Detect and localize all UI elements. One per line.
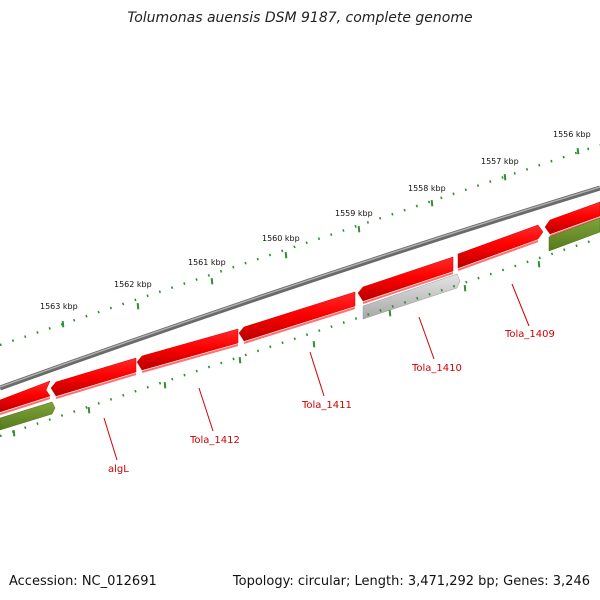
- gene-label-tola-1411: Tola_1411: [301, 400, 352, 411]
- ruler-label: 1556 kbp: [553, 130, 591, 139]
- ruler-label: 1562 kbp: [114, 280, 152, 289]
- gene-label-tola-1410: Tola_1410: [411, 363, 462, 374]
- gene-label-tola-1412: Tola_1412: [189, 435, 240, 446]
- gene-green-arrow: [548, 217, 600, 252]
- gene-green-arrow: [0, 401, 56, 431]
- ruler-label: 1560 kbp: [262, 234, 300, 243]
- gene-cds-arrow: [357, 256, 454, 304]
- ruler-major-tick: [537, 261, 541, 268]
- ruler-major-tick: [210, 278, 214, 285]
- ruler-major-tick: [238, 357, 242, 364]
- ruler-major-tick: [163, 382, 167, 389]
- leader-line: [511, 283, 530, 327]
- ruler-major-tick: [430, 200, 434, 207]
- ruler-major-tick: [503, 174, 507, 181]
- ruler-major-tick: [284, 252, 288, 259]
- ruler-major-tick: [87, 407, 91, 414]
- ruler-major-tick: [12, 430, 16, 437]
- ruler-major-tick: [61, 321, 65, 328]
- gene-cds-arrow: [238, 291, 356, 344]
- ruler-label: 1558 kbp: [408, 184, 446, 193]
- accession-text: Accession: NC_012691: [9, 574, 157, 589]
- ruler-major-tick: [388, 310, 392, 317]
- ruler-label: 1557 kbp: [481, 157, 519, 166]
- forward-strand-genes: [0, 201, 600, 415]
- ruler-major-tick: [357, 226, 361, 233]
- gene-label-tola-1409: Tola_1409: [504, 329, 555, 340]
- outer-ruler: 1556 kbp 1557 kbp 1558 kbp 1559 kbp 1560…: [0, 130, 600, 347]
- inner-ruler: [0, 236, 600, 438]
- ruler-major-tick: [136, 303, 140, 310]
- gene-cds-arrow: [0, 380, 51, 415]
- map-title: Tolumonas auensis DSM 9187, complete gen…: [127, 10, 473, 26]
- ruler-major-tick: [463, 285, 467, 292]
- genome-backbone: [0, 185, 600, 391]
- reverse-strand-genes: [0, 217, 600, 431]
- genome-summary-text: Topology: circular; Length: 3,471,292 bp…: [232, 574, 590, 589]
- gene-cds-arrow: [50, 357, 137, 399]
- pseudogene-arrow: [362, 273, 461, 320]
- ruler-label: 1561 kbp: [188, 258, 226, 267]
- ruler-major-tick: [312, 341, 316, 348]
- ruler-label: 1559 kbp: [335, 209, 373, 218]
- gene-cds-arrow: [136, 328, 239, 373]
- leader-line: [309, 351, 325, 397]
- leader-line: [418, 316, 435, 360]
- gene-label-algl: algL: [108, 464, 129, 475]
- ruler-major-tick: [576, 147, 580, 155]
- ruler-label: 1563 kbp: [40, 302, 78, 311]
- gene-labels: Tola_1409 Tola_1410 Tola_1411 Tola_1412 …: [103, 283, 555, 475]
- gene-cds-arrow: [457, 224, 544, 271]
- leader-line: [103, 417, 118, 461]
- leader-line: [198, 387, 214, 432]
